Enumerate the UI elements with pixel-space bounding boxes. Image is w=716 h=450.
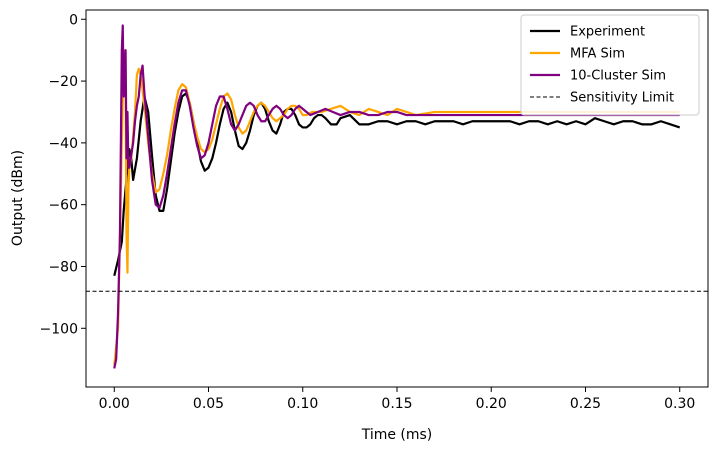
y-tick-label: −100 [40, 321, 78, 337]
legend: Experiment MFA Sim 10-Cluster Sim Sensitivi… [520, 14, 700, 116]
y-tick-label: −60 [48, 198, 78, 214]
x-tick-label: 0.20 [476, 396, 507, 412]
x-tick-label: 0.10 [287, 396, 318, 412]
y-axis-ticks: 0 −20 −40 −60 −80 −100 [40, 12, 86, 337]
y-tick-label: −80 [48, 259, 78, 275]
x-tick-label: 0.00 [99, 396, 130, 412]
legend-label-10-cluster-sim: 10-Cluster Sim [570, 69, 666, 84]
x-tick-label: 0.15 [381, 396, 412, 412]
x-tick-label: 0.30 [664, 396, 695, 412]
x-tick-label: 0.05 [193, 396, 224, 412]
y-tick-label: 0 [69, 12, 78, 28]
series-10-cluster-sim-line [113, 24, 680, 369]
legend-label-sensitivity-limit: Sensitivity Limit [570, 91, 674, 106]
legend-label-experiment: Experiment [570, 25, 645, 40]
y-axis-label: Output (dBm) [10, 150, 26, 246]
y-tick-label: −20 [48, 74, 78, 90]
x-axis-label: Time (ms) [361, 427, 433, 443]
x-tick-label: 0.25 [570, 396, 601, 412]
legend-label-mfa-sim: MFA Sim [570, 47, 625, 62]
legend-frame [520, 14, 700, 116]
series-layer [86, 24, 708, 369]
y-tick-label: −40 [48, 136, 78, 152]
x-axis-ticks: 0.00 0.05 0.10 0.15 0.20 0.25 0.30 [99, 387, 695, 412]
